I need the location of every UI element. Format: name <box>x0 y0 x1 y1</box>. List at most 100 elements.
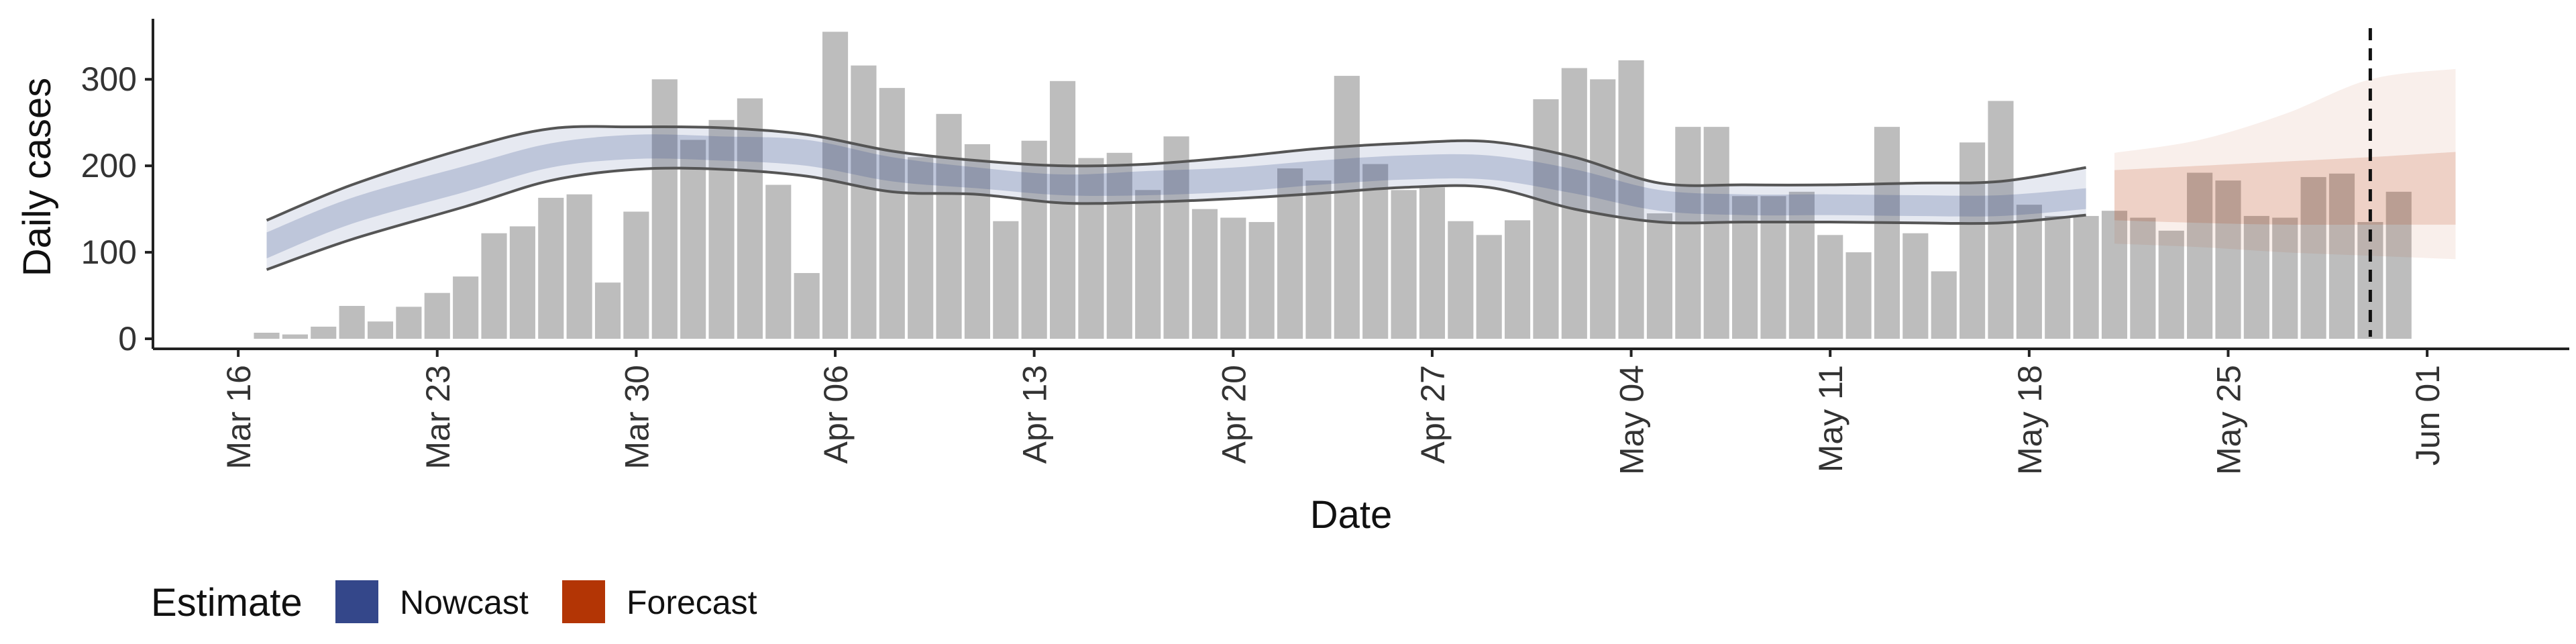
legend: Estimate Nowcast Forecast <box>151 580 757 625</box>
bar <box>1305 180 1332 339</box>
x-tick-label: May 11 <box>1812 365 1849 472</box>
x-tick-label: May 04 <box>1613 365 1651 475</box>
bar <box>396 307 422 339</box>
bar <box>908 157 934 339</box>
bar <box>1788 191 1815 339</box>
x-axis-title: Date <box>1310 493 1393 537</box>
bar <box>1220 217 1246 339</box>
x-tick-label: Apr 06 <box>817 365 855 464</box>
nowcast-inner-band <box>266 134 2086 259</box>
bar <box>481 233 507 339</box>
bar <box>2101 211 2128 339</box>
bar <box>282 334 308 339</box>
x-tick-label: Apr 20 <box>1215 365 1252 464</box>
bar <box>2300 176 2326 339</box>
bar <box>2328 173 2355 339</box>
y-tick-label: 200 <box>81 147 137 184</box>
bar <box>1362 164 1389 339</box>
bar <box>737 98 763 339</box>
bar <box>2215 180 2241 339</box>
x-tick-label: May 18 <box>2011 365 2049 475</box>
bar <box>1760 196 1786 339</box>
bar <box>2130 217 2156 339</box>
y-tick-label: 100 <box>81 233 137 271</box>
bar <box>1960 142 1986 339</box>
bar <box>1049 80 1076 339</box>
bar <box>1448 221 1474 339</box>
bar <box>1135 190 1161 339</box>
bar <box>2073 215 2099 339</box>
bar <box>2187 172 2213 339</box>
bar <box>2385 191 2412 339</box>
bar <box>1646 213 1673 339</box>
y-tick-label: 300 <box>81 60 137 98</box>
bar <box>1106 152 1132 339</box>
legend-swatch <box>335 580 378 623</box>
bar <box>1334 76 1360 339</box>
bar <box>1988 101 2014 339</box>
bar <box>2243 215 2269 339</box>
bar <box>2045 215 2071 339</box>
legend-label: Forecast <box>627 584 757 621</box>
bar <box>651 79 678 339</box>
bar <box>765 184 792 339</box>
bar <box>1391 190 1417 339</box>
x-tick-label: Mar 16 <box>220 365 258 470</box>
bar <box>1675 127 1701 339</box>
bar <box>1902 233 1929 339</box>
bar <box>1419 187 1446 339</box>
x-tick-label: Mar 23 <box>419 365 457 470</box>
bar <box>1874 127 1900 339</box>
bar <box>2272 217 2298 339</box>
bar <box>993 221 1019 339</box>
bar <box>594 282 621 339</box>
nowcast-outer-band <box>266 126 2086 270</box>
bar <box>453 276 479 339</box>
legend-label: Nowcast <box>400 584 529 621</box>
bar <box>851 65 877 339</box>
bar <box>936 113 962 339</box>
bar <box>2158 230 2184 339</box>
bar <box>623 211 649 339</box>
bar <box>1618 60 1644 339</box>
bar <box>311 326 337 339</box>
axes-layer <box>152 19 2569 350</box>
nowcast-lower-line <box>266 166 2086 271</box>
bar <box>1078 158 1104 339</box>
legend-entries: Nowcast Forecast <box>335 580 757 623</box>
bar <box>1561 68 1587 339</box>
bar <box>1505 220 1531 339</box>
bar <box>708 119 735 339</box>
bands-layer <box>266 68 2456 271</box>
y-axis-title: Daily cases <box>15 78 59 277</box>
x-tick-label: May 25 <box>2210 365 2247 475</box>
bar <box>1590 79 1616 339</box>
legend-title: Estimate <box>151 581 303 625</box>
x-ticks: Mar 16 Mar 23 Mar 30 Apr 06 Apr 13 Apr 20 Apr … <box>220 349 2447 475</box>
x-tick-label: Apr 13 <box>1016 365 1054 464</box>
bar <box>1191 209 1218 339</box>
y-tick-label: 0 <box>118 320 137 358</box>
legend-swatch <box>562 580 605 623</box>
x-tick-label: Jun 01 <box>2409 365 2447 466</box>
bar <box>879 88 905 339</box>
bar <box>1845 252 1872 339</box>
x-tick-label: Apr 27 <box>1414 365 1452 464</box>
bar <box>964 144 990 339</box>
bars-layer <box>254 32 2412 339</box>
bar <box>424 292 450 339</box>
bar <box>822 32 849 339</box>
bar <box>794 273 820 339</box>
bar <box>1163 136 1189 339</box>
bar <box>1021 140 1047 339</box>
bar <box>1931 271 1957 339</box>
bar <box>680 140 706 339</box>
bar <box>254 332 280 339</box>
bar <box>1732 196 1758 339</box>
bar <box>1248 221 1275 339</box>
bar <box>566 194 592 339</box>
bar <box>1533 99 1559 339</box>
nowcast-upper-line <box>266 125 2086 222</box>
x-tick-label: Mar 30 <box>618 365 655 470</box>
